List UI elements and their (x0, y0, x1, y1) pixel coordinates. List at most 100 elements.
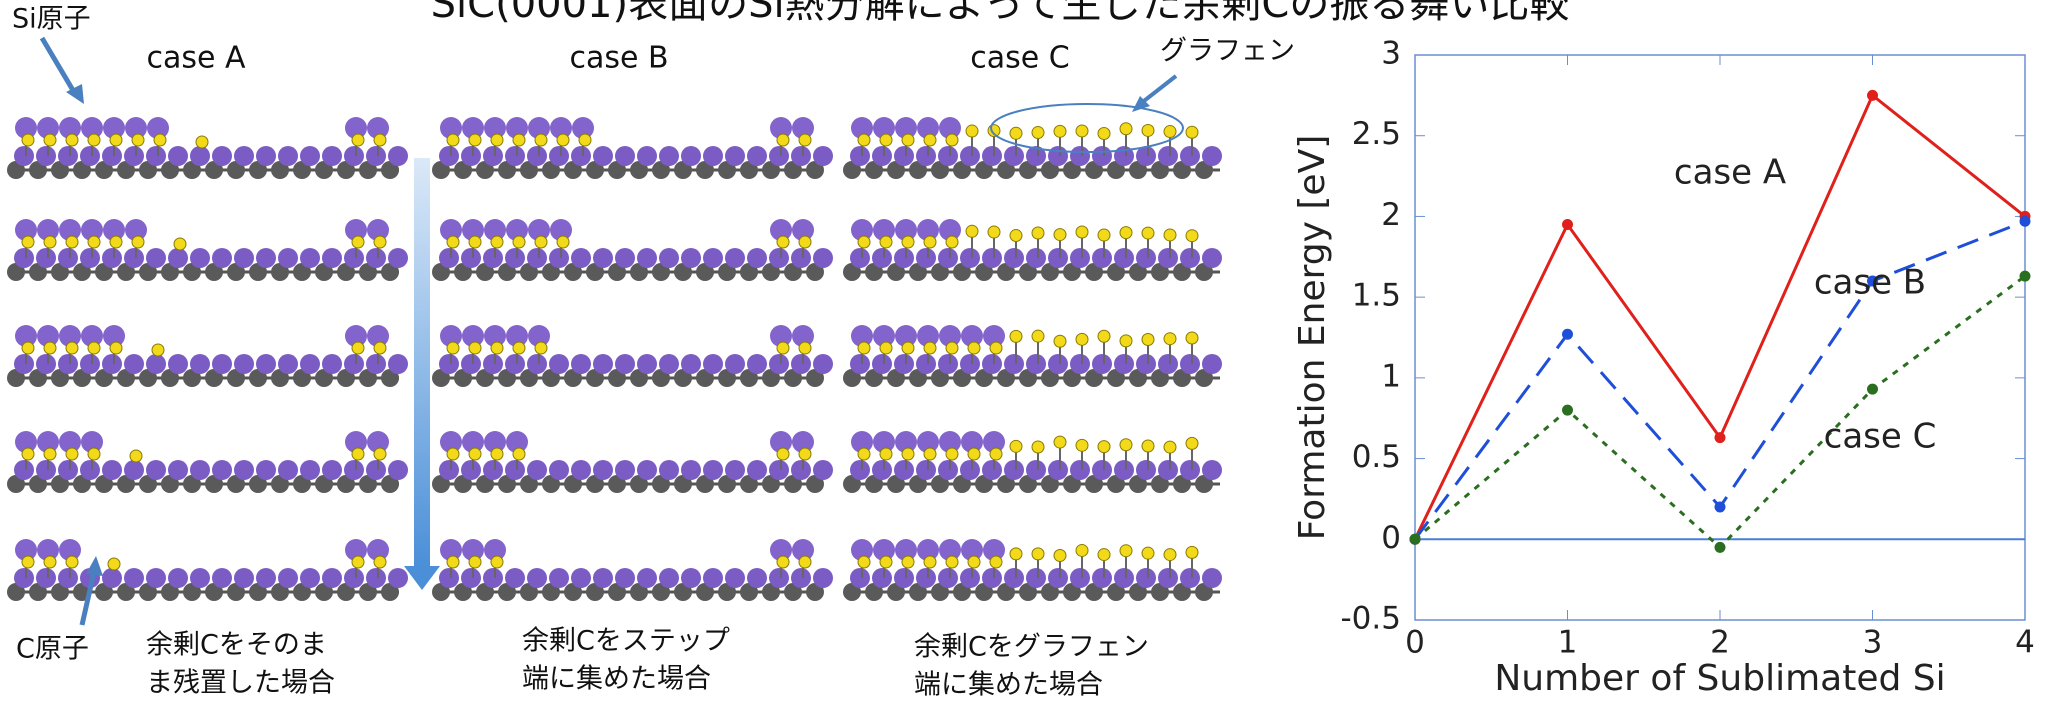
si-atom (322, 460, 342, 480)
c-atom-top (902, 342, 914, 354)
si-atom (234, 146, 254, 166)
si-atom (982, 146, 1002, 166)
si-atom (300, 354, 320, 374)
si-atom (388, 354, 408, 374)
c-atom-top (946, 134, 958, 146)
si-atom (571, 248, 591, 268)
si-atom (256, 248, 276, 268)
c-atom-top (469, 448, 481, 460)
case-label: case B (569, 41, 668, 76)
c-atom-top (1186, 546, 1198, 558)
si-atom (916, 146, 936, 166)
si-atom (212, 354, 232, 374)
c-atom-top (1032, 227, 1044, 239)
graphene-arrow (1140, 76, 1176, 104)
si-atom (703, 568, 723, 588)
c-atom-top (1164, 126, 1176, 138)
c-atom-top (469, 134, 481, 146)
si-atom (366, 354, 386, 374)
x-tick-label: 2 (1710, 625, 1730, 661)
si-atom (14, 146, 34, 166)
si-atom (461, 354, 481, 374)
c-atom-top (799, 556, 811, 568)
si-atom (439, 568, 459, 588)
si-atom (234, 248, 254, 268)
c-atom-top (1010, 330, 1022, 342)
si-atom (593, 146, 613, 166)
si-atom (1180, 568, 1200, 588)
si-atom (278, 248, 298, 268)
si-atom (1092, 460, 1112, 480)
c-atom-top (968, 556, 980, 568)
si-atom (439, 354, 459, 374)
si-atom (527, 354, 547, 374)
c-atom-top (1142, 547, 1154, 559)
c-atom-top (579, 134, 591, 146)
c-atom-top (1186, 437, 1198, 449)
c-atom-top (966, 225, 978, 237)
y-tick-label: 2 (1381, 197, 1401, 233)
c-atom-top (946, 236, 958, 248)
c-atom-top (988, 226, 1000, 238)
c-atom-top (469, 556, 481, 568)
si-atom (322, 568, 342, 588)
c-atom-top (352, 236, 364, 248)
c-atom-top (1076, 544, 1088, 556)
c-atom-top (44, 342, 56, 354)
c-atom-top (990, 556, 1002, 568)
si-atom (461, 146, 481, 166)
si-atom (80, 248, 100, 268)
si-atom (1202, 146, 1222, 166)
si-atom (791, 248, 811, 268)
si-atom (388, 568, 408, 588)
si-atom (615, 460, 635, 480)
si-atom (725, 354, 745, 374)
si-atom (681, 248, 701, 268)
structure (843, 539, 1222, 601)
c-atom-top (1098, 229, 1110, 241)
si-atom (615, 248, 635, 268)
c-atom-top (557, 134, 569, 146)
si-atom (872, 460, 892, 480)
c-atom-top (1032, 330, 1044, 342)
caption: 余剰Cをそのま (146, 630, 327, 661)
c-atom-top (990, 448, 1002, 460)
si-atom (278, 146, 298, 166)
data-point (1867, 384, 1878, 395)
si-atom (659, 248, 679, 268)
x-tick-label: 0 (1405, 625, 1425, 661)
si-atom (1004, 568, 1024, 588)
si-atom (747, 568, 767, 588)
c-atom-top (1164, 441, 1176, 453)
si-atom (637, 146, 657, 166)
data-point (1562, 329, 1573, 340)
y-tick-label: 1 (1381, 358, 1401, 394)
c-atom-top (1142, 333, 1154, 345)
si-atom (1158, 568, 1178, 588)
si-atom (168, 248, 188, 268)
si-atom (212, 248, 232, 268)
si-atom (747, 248, 767, 268)
si-atom (505, 460, 525, 480)
si-arrow (42, 38, 74, 92)
c-atom-top (1098, 128, 1110, 140)
si-atom (703, 248, 723, 268)
si-atom (234, 354, 254, 374)
si-atom (982, 248, 1002, 268)
si-atom (102, 568, 122, 588)
structure (7, 431, 408, 493)
c-atom-top (374, 342, 386, 354)
si-atom (483, 460, 503, 480)
c-atom-top (1076, 333, 1088, 345)
si-atom (725, 248, 745, 268)
si-atom (366, 146, 386, 166)
si-atom (483, 568, 503, 588)
si-atom (960, 568, 980, 588)
si-atom (850, 248, 870, 268)
si-atom (916, 354, 936, 374)
si-atom (461, 568, 481, 588)
c-atom-top (374, 556, 386, 568)
structure-panels (7, 117, 1222, 601)
si-atom (850, 354, 870, 374)
c-atom-label: C原子 (16, 634, 89, 665)
